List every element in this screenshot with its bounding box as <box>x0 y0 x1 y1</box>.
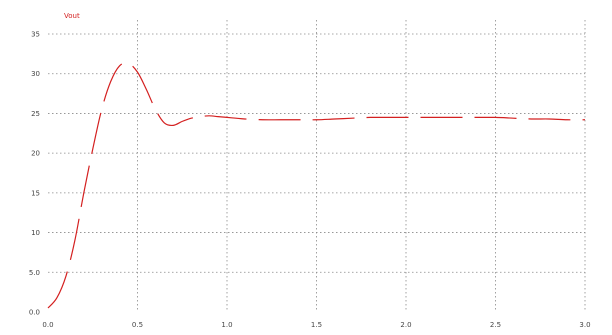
x-tick-label: 0.5 <box>132 321 143 329</box>
x-tick-label: 1.5 <box>311 321 322 329</box>
y-tick-label: 35 <box>31 31 40 39</box>
x-tick-label: 1.0 <box>221 321 232 329</box>
series-label: Vout <box>64 12 80 20</box>
y-tick-label: 10 <box>31 229 40 237</box>
y-tick-label: 30 <box>31 70 40 78</box>
series-line <box>47 62 586 309</box>
tick-labels: 0.0 5.0 10 15 20 25 30 35 0.0 0.5 1.0 1.5 2.0 2.5 3.0 <box>29 31 591 330</box>
y-tick-label: 15 <box>31 189 40 197</box>
y-tick-label: 5.0 <box>29 269 40 277</box>
grid <box>48 20 586 312</box>
x-tick-label: 2.0 <box>400 321 411 329</box>
y-tick-label: 20 <box>31 150 40 158</box>
x-tick-label: 2.5 <box>490 321 501 329</box>
y-tick-label: 25 <box>31 110 40 118</box>
series-layer <box>47 62 586 309</box>
y-tick-label: 0.0 <box>29 309 40 317</box>
x-tick-label: 3.0 <box>579 321 590 329</box>
x-tick-label: 0.0 <box>42 321 53 329</box>
